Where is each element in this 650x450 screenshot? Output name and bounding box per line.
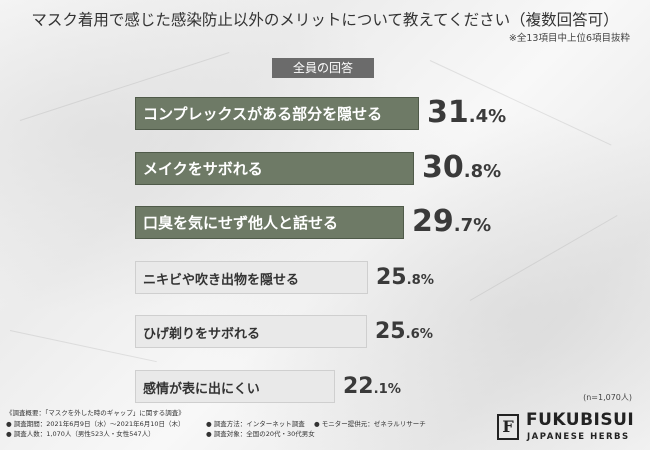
survey-heading: 《調査概要：「マスクを外した時のギャップ」に関する調査》	[6, 409, 185, 417]
bar-label-5: ひげ剃りをサボれる	[143, 327, 261, 342]
brand-tagline: JAPANESE HERBS	[527, 432, 630, 442]
bar-label-2: メイクをサボれる	[143, 159, 263, 178]
value-label-4: 25.8%	[376, 265, 434, 290]
bar-6	[135, 369, 335, 403]
chart-title: マスク着用で感じた感染防止以外のメリットについて教えてください（複数回答可）	[31, 11, 619, 29]
survey-method: ● 調査方法：インターネット調査	[206, 419, 305, 428]
value-label-2: 30.8%	[422, 150, 501, 185]
bar-4	[135, 260, 368, 294]
bar-label-4: ニキビや吹き出物を隠せる	[143, 272, 300, 288]
value-int: 29	[412, 204, 454, 239]
chart-subnote: ※全13項目中上位6項目抜粋	[508, 33, 630, 44]
survey-overview: 《調査概要：「マスクを外した時のギャップ」に関する調査》 ● 調査期間：2021…	[6, 408, 476, 440]
value-dec: .8%	[406, 272, 435, 288]
bar-2	[135, 151, 414, 185]
value-dec: .8%	[463, 160, 502, 182]
survey-count: ● 調査人数：1,070人（男性523人・女性547人）	[6, 430, 155, 438]
value-dec: .7%	[453, 215, 492, 236]
bar-label-3: 口臭を気にせず他人と話せる	[143, 214, 339, 232]
value-int: 30	[422, 149, 464, 185]
value-int: 25	[375, 319, 406, 344]
marble-vein	[469, 215, 618, 301]
brand-name: FUKUBISUI	[526, 410, 635, 430]
value-dec: .6%	[405, 327, 434, 342]
sample-size-note: (n=1,070人)	[583, 393, 632, 402]
value-label-1: 31.4%	[427, 95, 506, 130]
brand-logo-icon: F	[497, 414, 519, 440]
bar-5	[135, 315, 367, 348]
value-label-3: 29.7%	[412, 204, 491, 239]
bar-label-1: コンプレックスがある部分を隠せる	[143, 105, 383, 123]
value-int: 22	[343, 373, 374, 399]
value-label-5: 25.6%	[375, 319, 433, 344]
respondent-scope-label: 全員の回答	[272, 58, 374, 78]
value-int: 25	[376, 264, 407, 290]
value-label-6: 22.1%	[343, 374, 401, 399]
value-int: 31	[427, 95, 469, 130]
survey-target: ● 調査対象：全国の20代・30代男女	[206, 430, 315, 438]
bar-label-6: 感情が表に出にくい	[143, 381, 260, 397]
value-dec: .1%	[373, 381, 402, 397]
survey-provider: ● モニター提供元：ゼネラルリサーチ	[314, 419, 426, 428]
survey-period: ● 調査期間：2021年6月9日（水）～2021年6月10日（木）	[6, 419, 185, 428]
bar-3	[135, 206, 404, 239]
value-dec: .4%	[468, 106, 507, 127]
bar-1	[135, 97, 419, 130]
